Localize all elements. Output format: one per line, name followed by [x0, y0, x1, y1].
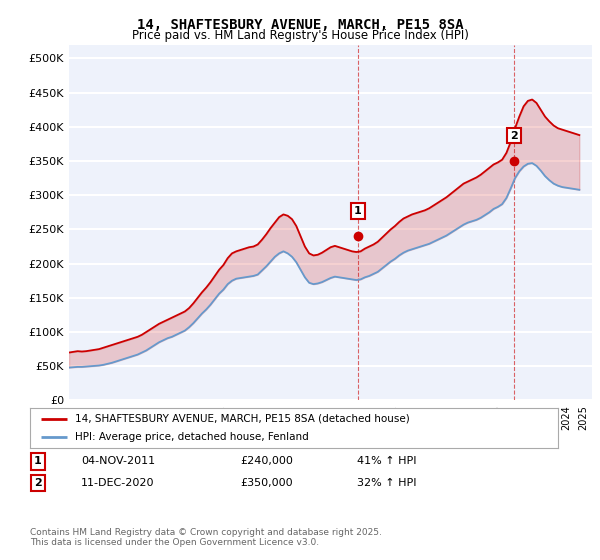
Text: 2: 2 — [34, 478, 41, 488]
Text: 2: 2 — [510, 130, 518, 141]
Text: Contains HM Land Registry data © Crown copyright and database right 2025.
This d: Contains HM Land Registry data © Crown c… — [30, 528, 382, 547]
Text: 11-DEC-2020: 11-DEC-2020 — [81, 478, 155, 488]
Text: £240,000: £240,000 — [240, 456, 293, 466]
Text: 14, SHAFTESBURY AVENUE, MARCH, PE15 8SA: 14, SHAFTESBURY AVENUE, MARCH, PE15 8SA — [137, 18, 463, 32]
Text: 1: 1 — [354, 206, 362, 216]
Text: 14, SHAFTESBURY AVENUE, MARCH, PE15 8SA (detached house): 14, SHAFTESBURY AVENUE, MARCH, PE15 8SA … — [75, 414, 410, 423]
Text: Price paid vs. HM Land Registry's House Price Index (HPI): Price paid vs. HM Land Registry's House … — [131, 29, 469, 42]
Text: £350,000: £350,000 — [240, 478, 293, 488]
Text: 41% ↑ HPI: 41% ↑ HPI — [357, 456, 416, 466]
Text: HPI: Average price, detached house, Fenland: HPI: Average price, detached house, Fenl… — [75, 432, 308, 442]
Text: 1: 1 — [34, 456, 41, 466]
Text: 32% ↑ HPI: 32% ↑ HPI — [357, 478, 416, 488]
Text: 04-NOV-2011: 04-NOV-2011 — [81, 456, 155, 466]
